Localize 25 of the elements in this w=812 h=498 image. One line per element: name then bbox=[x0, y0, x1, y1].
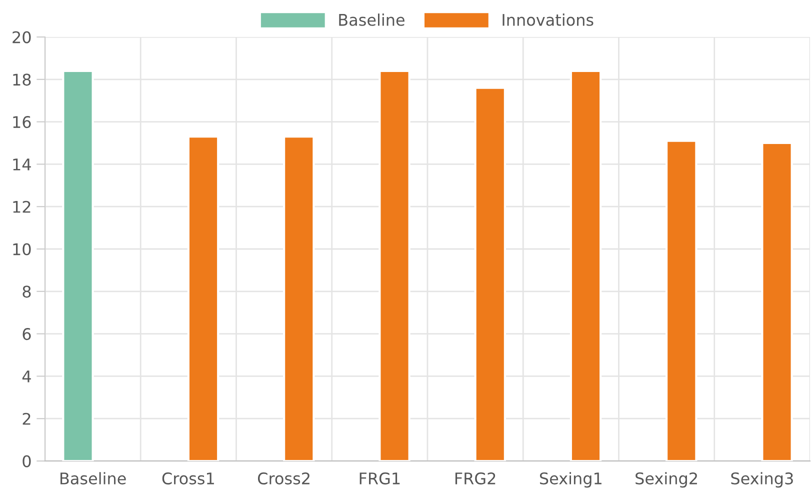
y-tick-label: 14 bbox=[13, 158, 31, 170]
bar bbox=[474, 86, 506, 461]
x-tick-label: Baseline bbox=[60, 472, 126, 484]
y-tick-label: 12 bbox=[13, 200, 30, 213]
y-tick-label: 2 bbox=[22, 412, 30, 425]
y-tick-label: 6 bbox=[22, 328, 31, 340]
bar bbox=[666, 140, 698, 461]
x-tick-label: Cross1 bbox=[162, 472, 214, 484]
x-tick-label: FRG2 bbox=[455, 472, 496, 484]
y-tick-label: 18 bbox=[13, 74, 31, 86]
y-tick-label: 20 bbox=[12, 31, 31, 44]
x-tick-label: Sexing3 bbox=[731, 472, 793, 488]
y-tick-label: 10 bbox=[13, 243, 31, 256]
x-tick-label: Sexing2 bbox=[636, 472, 697, 488]
x-tick-label: Sexing1 bbox=[540, 472, 602, 488]
legend-label: Innovations bbox=[502, 14, 594, 26]
x-tick-label: FRG1 bbox=[360, 472, 400, 484]
y-tick-label: 0 bbox=[22, 455, 31, 468]
bar bbox=[187, 136, 220, 461]
bar bbox=[283, 136, 315, 461]
x-tick-label: Cross2 bbox=[258, 472, 310, 484]
y-tick-label: 4 bbox=[22, 370, 31, 382]
y-tick-label: 8 bbox=[22, 286, 31, 298]
y-tick-label: 16 bbox=[13, 116, 31, 128]
legend-label: Baseline bbox=[339, 14, 404, 26]
